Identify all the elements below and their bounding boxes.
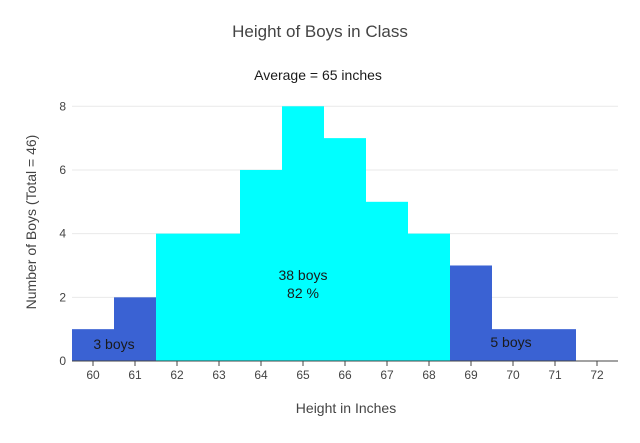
bar-68 <box>408 233 450 361</box>
chart-title: Height of Boys in Class <box>232 22 408 41</box>
x-tick-label: 62 <box>170 368 184 382</box>
bar-61 <box>114 297 156 361</box>
x-tick-label: 67 <box>380 368 394 382</box>
bar-69 <box>450 265 492 361</box>
bar-63 <box>198 233 240 361</box>
bar-66 <box>324 138 366 361</box>
x-tick-label: 68 <box>422 368 436 382</box>
bar-64 <box>240 169 282 361</box>
x-tick-label: 61 <box>128 368 142 382</box>
y-tick-label: 0 <box>59 354 66 368</box>
x-tick-label: 64 <box>254 368 268 382</box>
x-tick-label: 63 <box>212 368 226 382</box>
y-tick-label: 8 <box>59 99 66 113</box>
x-tick-label: 66 <box>338 368 352 382</box>
y-tick-label: 4 <box>59 227 66 241</box>
x-tick-label: 69 <box>464 368 478 382</box>
y-tick-label: 6 <box>59 163 66 177</box>
x-tick-label: 71 <box>548 368 562 382</box>
bar-62 <box>156 233 198 361</box>
bar-70 <box>492 329 534 361</box>
average-annotation: Average = 65 inches <box>254 67 382 83</box>
bar-60 <box>72 329 114 361</box>
x-tick-label: 60 <box>86 368 100 382</box>
y-tick-label: 2 <box>59 290 66 304</box>
bar-67 <box>366 201 408 361</box>
bars <box>72 106 576 361</box>
x-tick-label: 70 <box>506 368 520 382</box>
bar-71 <box>534 329 576 361</box>
center-percent-annotation: 82 % <box>287 285 319 301</box>
y-axis-title: Number of Boys (Total = 46) <box>23 135 39 310</box>
left-tail-annotation: 3 boys <box>93 336 134 352</box>
center-count-annotation: 38 boys <box>278 267 327 283</box>
x-tick-label: 72 <box>590 368 604 382</box>
bar-65 <box>282 106 324 361</box>
x-axis-title: Height in Inches <box>296 400 396 416</box>
right-tail-annotation: 5 boys <box>490 334 531 350</box>
x-tick-label: 65 <box>296 368 310 382</box>
